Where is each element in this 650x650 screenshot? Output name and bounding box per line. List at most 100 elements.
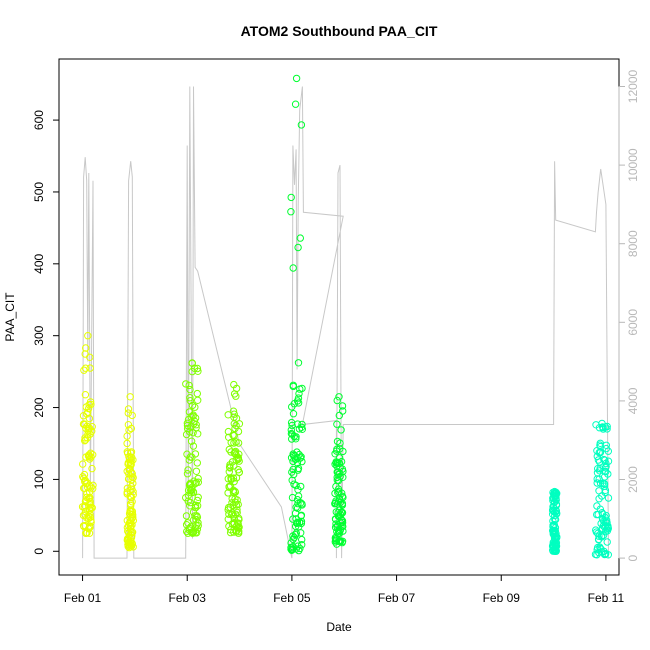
data-point xyxy=(231,487,239,496)
x-tick-label: Feb 01 xyxy=(64,591,102,605)
data-point xyxy=(232,522,241,530)
data-point xyxy=(335,411,343,420)
data-point xyxy=(224,503,233,512)
data-point xyxy=(89,451,97,459)
y-axis-label: PAA_CIT xyxy=(3,292,17,342)
data-point xyxy=(552,542,561,550)
data-point xyxy=(126,393,134,401)
data-point xyxy=(331,535,340,543)
data-point xyxy=(82,403,91,411)
data-point xyxy=(81,511,89,519)
data-point xyxy=(294,243,302,252)
data-point xyxy=(293,496,302,504)
data-point xyxy=(593,469,602,477)
data-point xyxy=(230,477,238,486)
y2-tick-label: 12000 xyxy=(626,70,640,104)
data-point xyxy=(331,523,340,532)
data-point xyxy=(331,538,339,546)
data-point xyxy=(190,420,198,428)
data-point xyxy=(191,450,200,458)
data-point xyxy=(81,391,90,399)
y-tick-label: 100 xyxy=(32,469,46,489)
data-point xyxy=(334,470,342,479)
data-point xyxy=(331,499,339,508)
data-point xyxy=(191,504,200,512)
data-point xyxy=(333,445,341,453)
data-point xyxy=(553,534,561,542)
data-point xyxy=(229,407,238,415)
y-axis-left: 0 100 200 300 400 500 600 xyxy=(32,110,60,555)
data-point xyxy=(82,344,90,352)
data-point xyxy=(184,466,192,474)
data-point xyxy=(187,489,196,497)
data-point xyxy=(191,529,200,537)
data-point xyxy=(298,535,306,544)
data-point xyxy=(604,494,613,502)
data-point xyxy=(224,411,232,419)
data-point xyxy=(295,450,303,459)
data-point xyxy=(601,513,609,522)
data-point xyxy=(297,512,305,520)
data-point xyxy=(194,430,202,438)
data-point xyxy=(86,499,94,507)
data-point xyxy=(339,527,347,535)
data-point xyxy=(290,480,298,488)
data-point xyxy=(192,521,200,529)
data-point xyxy=(193,496,202,505)
data-point xyxy=(294,492,303,500)
y2-tick-label: 4000 xyxy=(626,387,640,414)
data-point xyxy=(333,420,341,428)
data-point xyxy=(182,512,191,520)
data-point xyxy=(86,398,95,406)
data-point xyxy=(291,455,300,463)
data-point xyxy=(335,454,344,462)
data-point xyxy=(288,430,296,438)
y-tick-label: 500 xyxy=(32,182,46,202)
data-point xyxy=(604,447,612,455)
data-point xyxy=(193,502,202,510)
data-point xyxy=(338,537,347,545)
data-point xyxy=(595,548,603,557)
data-point xyxy=(127,468,136,477)
data-point xyxy=(552,546,560,554)
data-point xyxy=(188,359,196,367)
data-point xyxy=(293,504,302,512)
data-point xyxy=(599,425,607,433)
y-axis-right: 0 2000 4000 6000 8000 10000 12000 xyxy=(618,70,640,561)
data-point xyxy=(81,484,89,492)
data-point xyxy=(335,537,343,545)
data-point xyxy=(85,414,94,423)
y-tick-label: 400 xyxy=(32,253,46,273)
data-point xyxy=(194,396,202,404)
data-point xyxy=(287,418,296,427)
data-point xyxy=(289,410,298,418)
data-point xyxy=(84,404,93,413)
data-point xyxy=(81,364,90,372)
x-tick-label: Feb 05 xyxy=(273,591,311,605)
y-tick-label: 0 xyxy=(32,548,46,555)
data-point xyxy=(228,510,236,519)
data-point xyxy=(187,437,196,445)
data-point xyxy=(232,474,241,482)
data-point xyxy=(298,425,306,433)
data-point xyxy=(85,495,93,503)
data-point xyxy=(124,449,132,457)
data-point xyxy=(127,483,136,491)
data-point xyxy=(127,541,135,549)
data-point xyxy=(338,516,346,525)
data-point xyxy=(127,456,135,464)
data-point xyxy=(232,414,241,422)
data-point xyxy=(128,498,136,506)
data-point xyxy=(128,475,136,484)
data-point xyxy=(230,432,238,440)
points-layer xyxy=(78,74,613,559)
data-point xyxy=(85,529,94,537)
data-point xyxy=(604,522,612,530)
data-point xyxy=(288,403,296,411)
data-point xyxy=(288,421,296,430)
data-point xyxy=(80,470,89,479)
data-point xyxy=(80,474,88,482)
y2-tick-label: 6000 xyxy=(626,309,640,336)
data-point xyxy=(549,517,557,525)
data-point xyxy=(192,467,201,475)
